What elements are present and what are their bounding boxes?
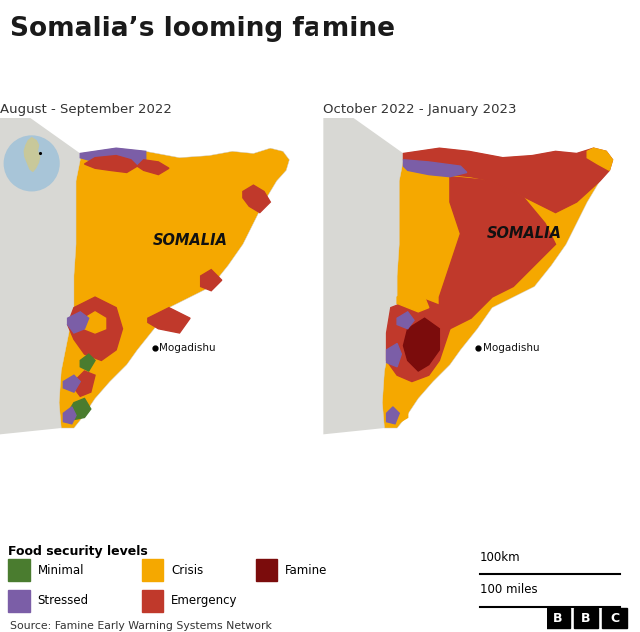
- Text: Stressed: Stressed: [37, 595, 88, 607]
- Polygon shape: [63, 407, 76, 424]
- Bar: [8, 590, 29, 612]
- Polygon shape: [387, 407, 399, 424]
- Text: B: B: [581, 612, 591, 624]
- Bar: [141, 559, 163, 581]
- Polygon shape: [323, 97, 403, 434]
- Polygon shape: [84, 312, 106, 333]
- Bar: [545, 608, 570, 628]
- Polygon shape: [201, 270, 222, 291]
- Polygon shape: [403, 148, 612, 212]
- Text: Emergency: Emergency: [172, 595, 237, 607]
- Polygon shape: [59, 148, 289, 428]
- Polygon shape: [68, 312, 89, 333]
- Polygon shape: [74, 371, 95, 396]
- Text: August - September 2022: August - September 2022: [0, 104, 172, 116]
- Polygon shape: [382, 148, 612, 428]
- Polygon shape: [68, 297, 122, 360]
- Bar: [602, 608, 627, 628]
- Polygon shape: [387, 396, 408, 424]
- Text: October 2022 - January 2023: October 2022 - January 2023: [323, 104, 516, 116]
- Bar: [574, 608, 598, 628]
- Polygon shape: [397, 291, 429, 312]
- Polygon shape: [387, 344, 401, 367]
- Bar: [8, 559, 29, 581]
- Text: Mogadishu: Mogadishu: [159, 343, 216, 353]
- Text: SOMALIA: SOMALIA: [486, 226, 561, 241]
- Polygon shape: [0, 97, 80, 434]
- Text: Food security levels: Food security levels: [8, 545, 148, 557]
- Polygon shape: [387, 297, 450, 382]
- Bar: [141, 590, 163, 612]
- Polygon shape: [403, 318, 440, 371]
- Text: Famine: Famine: [285, 564, 328, 577]
- Polygon shape: [80, 148, 146, 166]
- Text: Minimal: Minimal: [37, 564, 84, 577]
- Polygon shape: [440, 177, 556, 329]
- Text: 100km: 100km: [480, 551, 520, 564]
- Text: 100 miles: 100 miles: [480, 583, 538, 597]
- Polygon shape: [243, 185, 270, 212]
- Polygon shape: [138, 160, 169, 174]
- Bar: [256, 559, 278, 581]
- Polygon shape: [148, 308, 190, 333]
- Text: B: B: [553, 612, 563, 624]
- Text: SOMALIA: SOMALIA: [152, 233, 228, 248]
- Polygon shape: [588, 148, 612, 171]
- Text: Somalia’s looming famine: Somalia’s looming famine: [10, 16, 395, 42]
- Text: Mogadishu: Mogadishu: [483, 343, 540, 353]
- Text: C: C: [610, 612, 619, 624]
- Polygon shape: [80, 354, 95, 371]
- Polygon shape: [84, 155, 138, 173]
- Text: Source: Famine Early Warning Systems Network: Source: Famine Early Warning Systems Net…: [10, 621, 271, 631]
- Polygon shape: [403, 160, 467, 177]
- Polygon shape: [68, 398, 91, 420]
- Polygon shape: [397, 312, 414, 329]
- Polygon shape: [63, 375, 80, 392]
- Text: Crisis: Crisis: [172, 564, 204, 577]
